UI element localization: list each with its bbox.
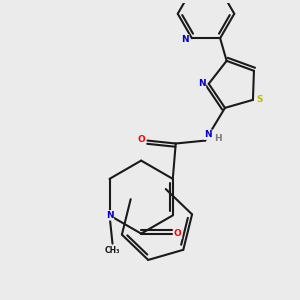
Text: CH₃: CH₃ [105, 246, 120, 255]
Text: S: S [257, 95, 263, 104]
Text: N: N [181, 35, 189, 44]
Text: O: O [174, 229, 182, 238]
Text: N: N [106, 211, 113, 220]
Text: H: H [214, 134, 222, 143]
Text: O: O [138, 135, 146, 144]
Text: N: N [204, 130, 212, 139]
Text: N: N [198, 79, 206, 88]
